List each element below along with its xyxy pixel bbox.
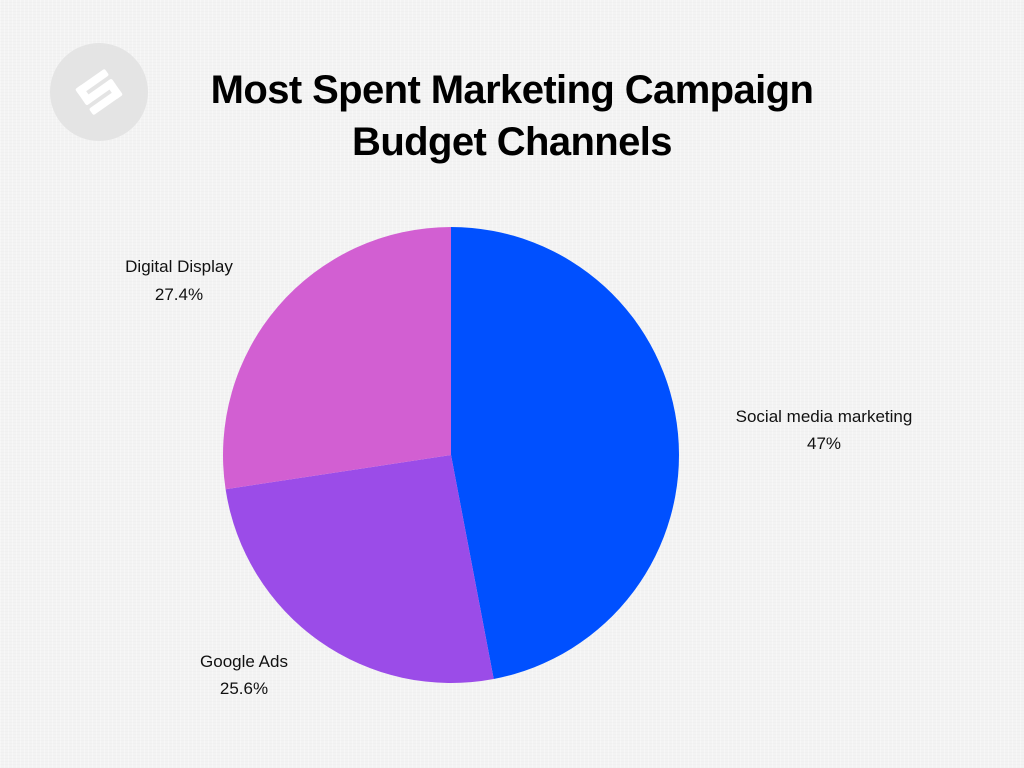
slice-label-name: Social media marketing: [736, 407, 913, 426]
chart-title-line-2: Budget Channels: [352, 120, 673, 164]
slice-label-name: Google Ads: [200, 652, 288, 671]
pie-slices: [222, 227, 679, 683]
pie-slice-social-media-marketing: [451, 227, 679, 679]
pie-labels: Social media marketing 47% Google Ads 25.6%…: [125, 257, 912, 698]
chart-title: Most Spent Marketing Campaign Budget Cha…: [0, 64, 1024, 168]
slice-label-value: 27.4%: [155, 285, 203, 304]
slice-label-value: 47%: [807, 434, 841, 453]
pie-slice-digital-display: [222, 227, 451, 490]
slice-label-name: Digital Display: [125, 257, 233, 276]
slice-label-value: 25.6%: [220, 679, 268, 698]
chart-title-line-1: Most Spent Marketing Campaign: [210, 68, 814, 112]
brand-logo-icon: [75, 69, 123, 115]
brand-logo: [50, 43, 148, 141]
pie-slice-google-ads: [225, 455, 494, 683]
